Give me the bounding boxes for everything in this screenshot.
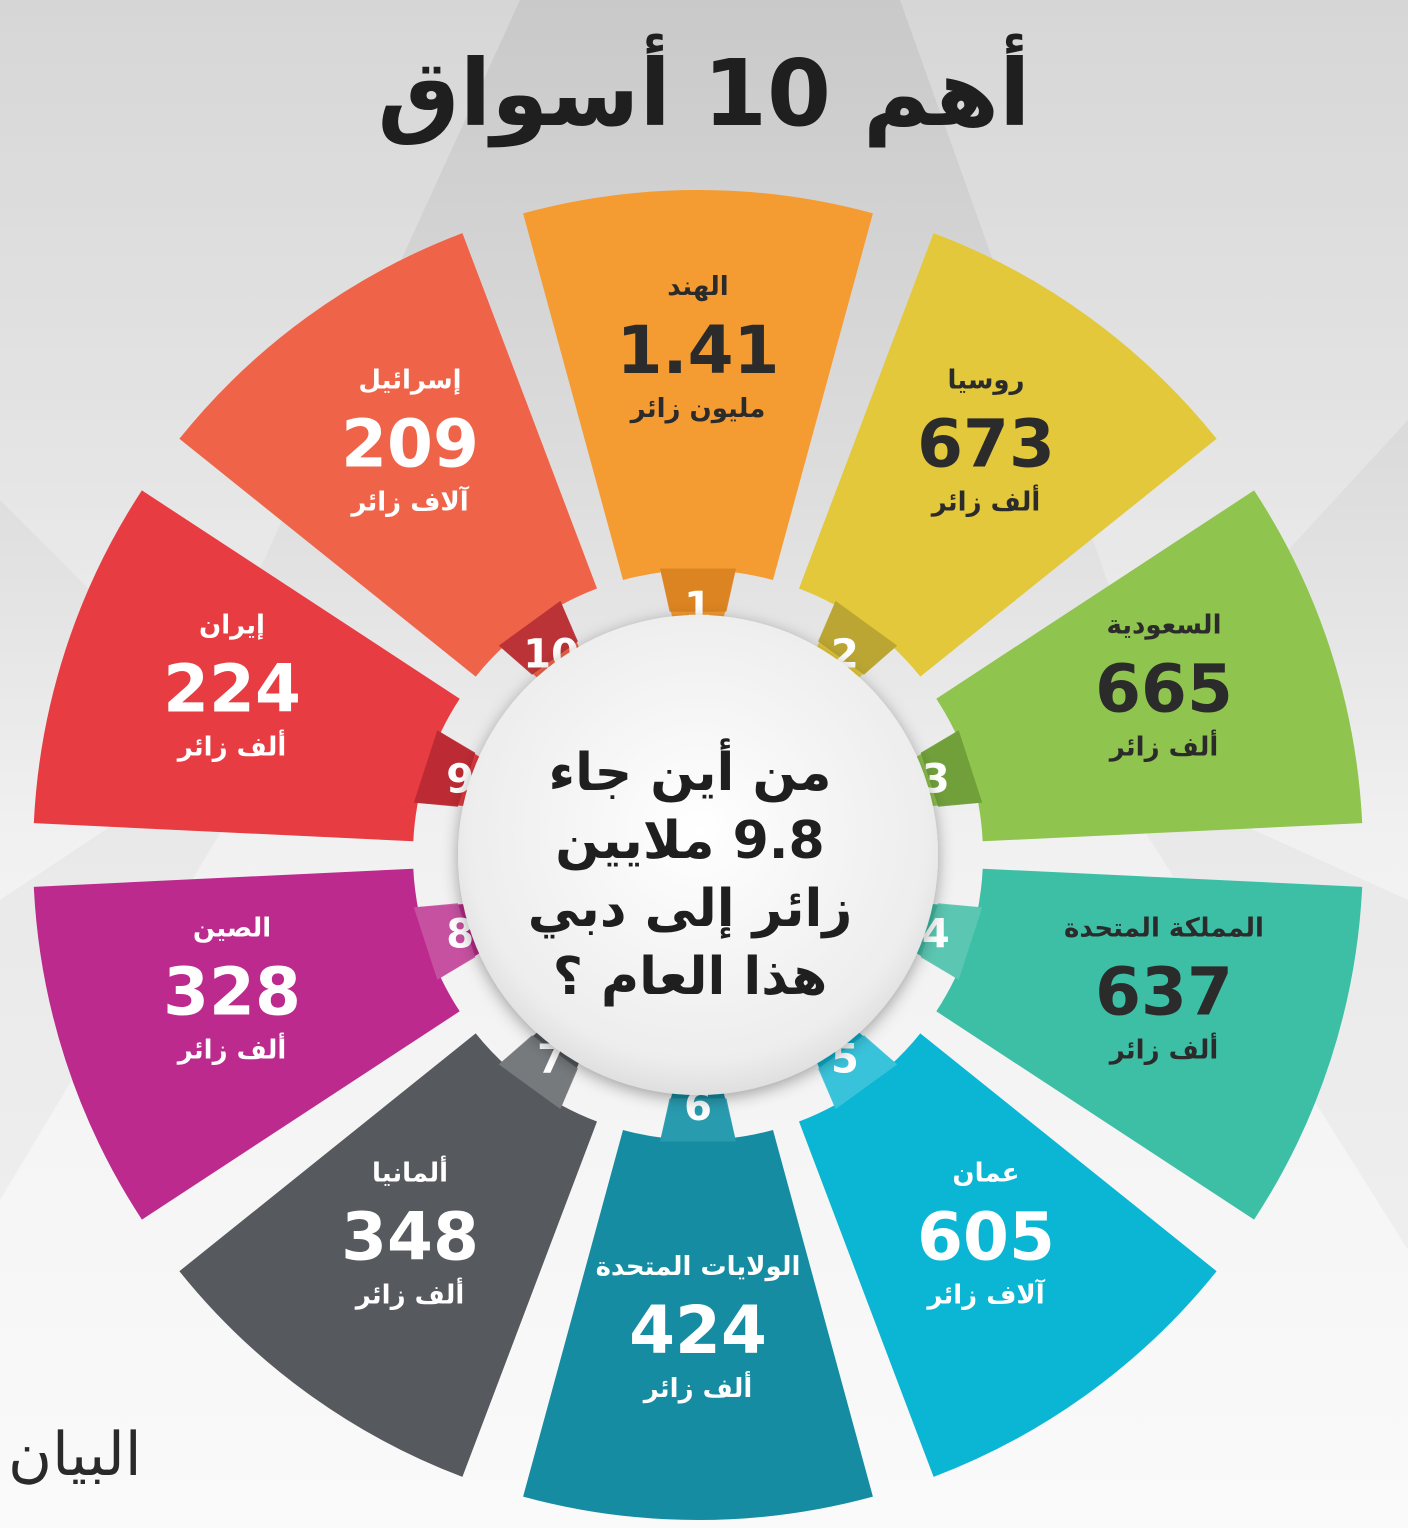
value-label-7: 348 xyxy=(341,1198,479,1275)
segment-wedge-8 xyxy=(33,868,460,1220)
value-label-2: 673 xyxy=(917,406,1055,483)
value-label-9: 224 xyxy=(163,651,301,728)
segment-shade-10 xyxy=(498,600,578,675)
segment-shade-5 xyxy=(818,1035,898,1110)
segment-wedge-4 xyxy=(936,868,1363,1220)
unit-label-1: مليون زائر xyxy=(629,394,766,424)
country-label-9: إيران xyxy=(199,611,265,641)
value-label-5: 605 xyxy=(917,1198,1055,1275)
segment-shade-3 xyxy=(920,730,983,807)
country-label-1: الهند xyxy=(667,272,728,302)
segment-shade-9 xyxy=(413,730,476,807)
segment-shade-8 xyxy=(413,903,476,980)
segment-wedge-5 xyxy=(799,1033,1217,1477)
unit-label-8: ألف زائر xyxy=(176,1032,287,1065)
value-label-6: 424 xyxy=(629,1292,767,1369)
unit-label-2: ألف زائر xyxy=(930,485,1041,518)
page-title: أهم 10 أسواق xyxy=(377,40,1031,147)
center-text-line-3: زائر إلى دبي xyxy=(528,879,853,939)
segment-wedge-1 xyxy=(523,189,873,580)
value-label-10: 209 xyxy=(341,406,479,483)
value-label-4: 637 xyxy=(1095,953,1233,1030)
segment-shade-6 xyxy=(660,1098,736,1142)
center-circle: من أين جاء 9.8 ملايين زائر إلى دبي هذا ا… xyxy=(458,615,938,1095)
segment-shade-4 xyxy=(920,903,983,980)
value-label-8: 328 xyxy=(163,953,301,1030)
value-label-1: 1.41 xyxy=(617,312,780,389)
country-label-6: الولايات المتحدة xyxy=(596,1252,801,1282)
unit-label-3: ألف زائر xyxy=(1108,730,1219,763)
segment-wedge-6 xyxy=(523,1130,873,1521)
value-label-3: 665 xyxy=(1095,651,1233,728)
unit-label-10: آلاف زائر xyxy=(349,486,469,518)
publisher-logo: البيان xyxy=(8,1420,142,1490)
center-text-line-1: من أين جاء xyxy=(549,738,832,803)
unit-label-5: آلاف زائر xyxy=(925,1278,1045,1310)
country-label-7: ألمانيا xyxy=(372,1155,448,1188)
segment-wedge-3 xyxy=(936,490,1363,842)
unit-label-6: ألف زائر xyxy=(642,1371,753,1404)
country-label-5: عمان xyxy=(952,1158,1019,1188)
segment-wedge-9 xyxy=(33,490,460,842)
country-label-4: المملكة المتحدة xyxy=(1064,913,1264,943)
country-label-8: الصين xyxy=(193,913,271,943)
unit-label-7: ألف زائر xyxy=(354,1277,465,1310)
center-text-line-4: هذا العام ؟ xyxy=(553,947,828,1007)
segment-shade-1 xyxy=(660,568,736,612)
segment-wedge-10 xyxy=(179,233,597,677)
unit-label-4: ألف زائر xyxy=(1108,1032,1219,1065)
segment-shade-2 xyxy=(818,600,898,675)
unit-label-9: ألف زائر xyxy=(176,730,287,763)
center-text-line-2: 9.8 ملايين xyxy=(555,811,824,871)
segment-shade-7 xyxy=(498,1035,578,1110)
country-label-2: روسيا xyxy=(947,366,1024,396)
country-label-10: إسرائيل xyxy=(358,366,461,396)
center-circle-shape xyxy=(458,615,938,1095)
segment-wedge-7 xyxy=(179,1033,597,1477)
country-label-3: السعودية xyxy=(1107,611,1222,641)
segment-wedge-2 xyxy=(799,233,1217,677)
